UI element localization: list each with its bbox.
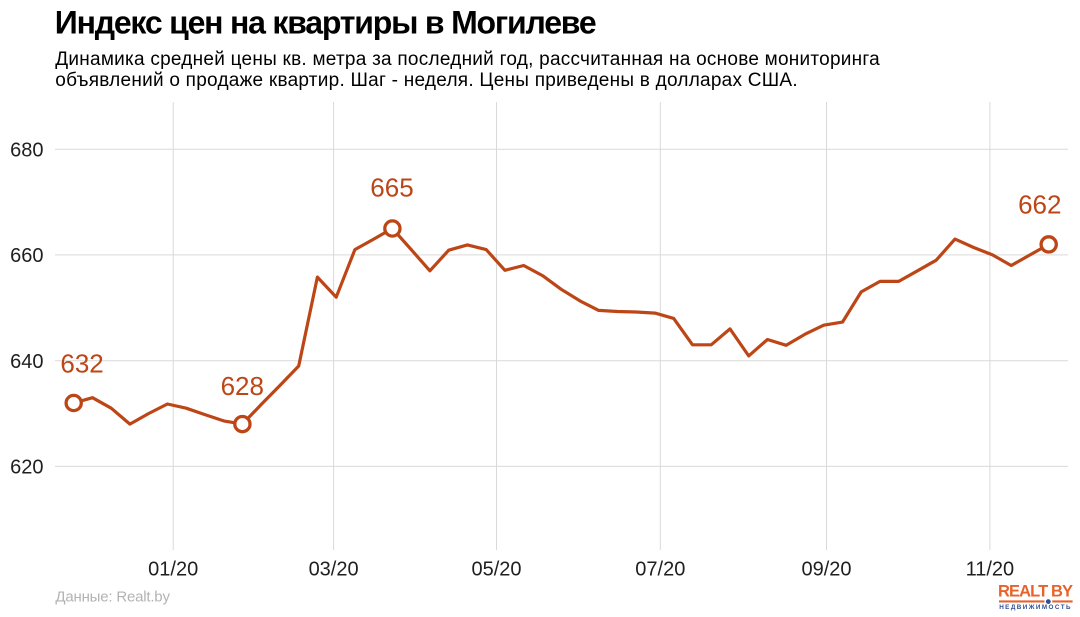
svg-text:11/20: 11/20 [966,559,1015,581]
svg-text:НЕДВИЖИМОСТЬ: НЕДВИЖИМОСТЬ [999,604,1072,611]
svg-text:07/20: 07/20 [635,559,685,581]
svg-text:REALT BY: REALT BY [998,583,1073,601]
svg-text:Данные: Realt.by: Данные: Realt.by [55,589,170,606]
svg-text:Индекс цен на квартиры в Могил: Индекс цен на квартиры в Могилеве [55,5,596,41]
svg-text:662: 662 [1018,190,1061,220]
svg-text:640: 640 [10,351,43,373]
svg-text:632: 632 [60,349,103,379]
svg-text:01/20: 01/20 [148,559,198,581]
svg-text:03/20: 03/20 [309,559,359,581]
svg-text:Динамика средней цены кв. метр: Динамика средней цены кв. метра за после… [55,49,880,70]
svg-text:680: 680 [10,139,43,161]
svg-text:660: 660 [10,245,43,267]
svg-text:665: 665 [370,173,413,203]
svg-text:620: 620 [10,457,43,479]
svg-text:05/20: 05/20 [471,559,521,581]
svg-text:628: 628 [221,371,264,401]
svg-text:09/20: 09/20 [801,559,851,581]
svg-text:объявлений о продаже квартир.: объявлений о продаже квартир. Шаг - неде… [55,70,798,91]
